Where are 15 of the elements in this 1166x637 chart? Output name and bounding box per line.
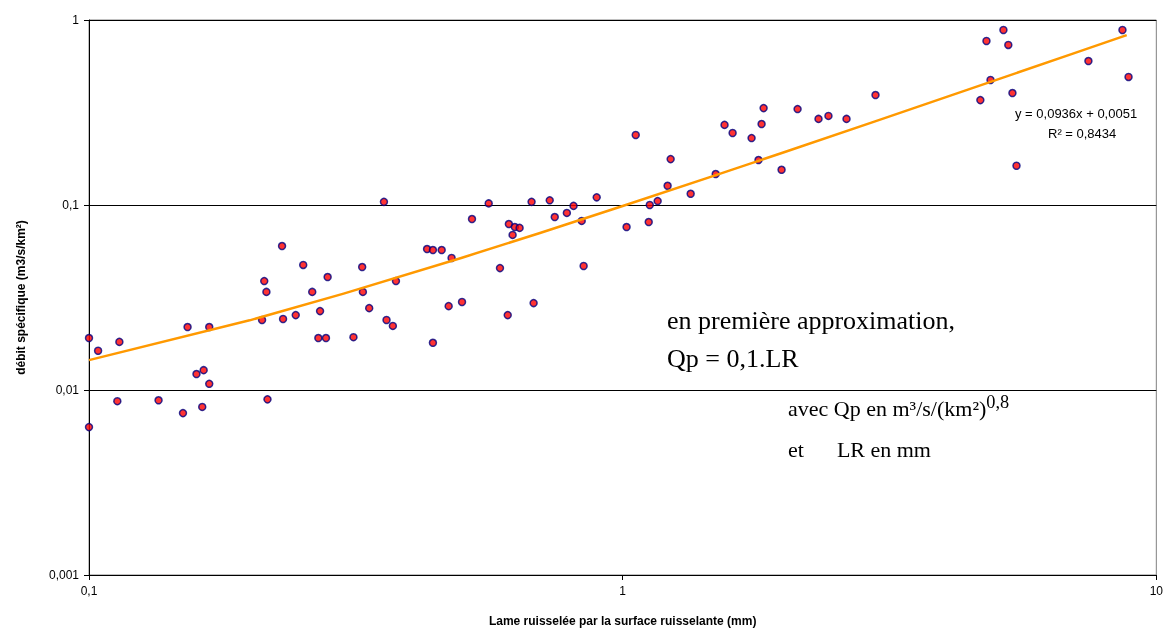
y-tick-label: 0,01	[55, 383, 80, 397]
y-axis-title: débit spécifique (m3/s/km²)	[14, 220, 28, 375]
y-tick-label: 1	[72, 13, 80, 27]
x-tick-label: 0,1	[80, 584, 98, 598]
annotation: Qp = 0,1.LR	[667, 344, 799, 374]
annotation: avec Qp en m³/s/(km²)$^{0,8}$	[788, 392, 1010, 423]
annotation: y = 0,0936x + 0,0051	[1015, 106, 1138, 121]
annotation: et LR en mm	[788, 437, 931, 463]
x-tick-label: 1	[619, 584, 627, 598]
annotation: R² = 0,8434	[1048, 126, 1117, 141]
y-tick-label: 0,1	[62, 198, 80, 212]
x-tick-label: 10	[1149, 584, 1164, 598]
y-tick-label: 0,001	[48, 568, 80, 582]
x-axis-title: Lame ruisselée par la surface ruisselante (mm)	[488, 614, 757, 628]
annotation: en première approximation,	[667, 306, 956, 336]
